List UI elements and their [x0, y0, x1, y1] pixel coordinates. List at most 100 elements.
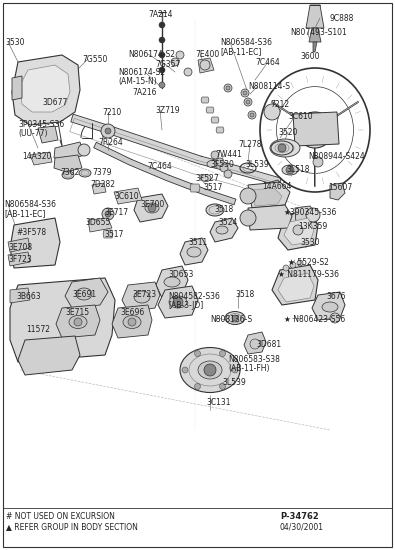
Polygon shape: [134, 194, 168, 222]
Circle shape: [74, 318, 82, 326]
Text: 7C464: 7C464: [147, 162, 172, 171]
Text: 3676: 3676: [326, 292, 346, 301]
Circle shape: [286, 166, 294, 174]
Circle shape: [264, 104, 280, 120]
Text: [AB-11-EC]: [AB-11-EC]: [220, 47, 261, 56]
Polygon shape: [54, 155, 82, 172]
Text: 3F530: 3F530: [210, 160, 234, 169]
Text: 3D681: 3D681: [256, 340, 281, 349]
Circle shape: [102, 208, 114, 220]
Text: N807493-S101: N807493-S101: [290, 28, 347, 37]
Polygon shape: [244, 332, 266, 354]
Text: 14A664: 14A664: [262, 182, 292, 191]
Polygon shape: [158, 286, 198, 318]
Polygon shape: [260, 180, 285, 208]
Circle shape: [330, 313, 340, 323]
Circle shape: [232, 367, 238, 373]
Text: 3D655: 3D655: [85, 218, 110, 227]
Ellipse shape: [145, 203, 159, 213]
Polygon shape: [313, 42, 317, 52]
Ellipse shape: [201, 174, 211, 182]
Text: 7G550: 7G550: [82, 55, 107, 64]
Text: N808944-S424: N808944-S424: [308, 152, 365, 161]
Circle shape: [278, 144, 286, 152]
Text: ★ 5529-S2: ★ 5529-S2: [288, 258, 329, 267]
Circle shape: [240, 210, 256, 226]
Text: N806174-S2: N806174-S2: [128, 50, 175, 59]
Circle shape: [182, 367, 188, 373]
Polygon shape: [10, 288, 30, 303]
Polygon shape: [295, 206, 316, 224]
Polygon shape: [12, 55, 80, 125]
Ellipse shape: [322, 302, 338, 312]
Text: 3P0345-S36: 3P0345-S36: [18, 120, 64, 129]
Ellipse shape: [69, 316, 87, 328]
Polygon shape: [190, 184, 200, 192]
Text: 3524: 3524: [218, 218, 237, 227]
Text: [AB-11-EC]: [AB-11-EC]: [4, 209, 45, 218]
Circle shape: [171, 58, 179, 66]
Text: 3518: 3518: [235, 290, 254, 299]
Text: N806583-S38: N806583-S38: [228, 355, 280, 364]
Polygon shape: [206, 107, 214, 113]
Polygon shape: [92, 183, 106, 194]
Circle shape: [159, 22, 165, 28]
Text: 14A320: 14A320: [22, 152, 51, 161]
Polygon shape: [216, 127, 224, 133]
Polygon shape: [306, 5, 324, 28]
Ellipse shape: [206, 204, 224, 216]
Text: N806584-S36: N806584-S36: [220, 38, 272, 47]
Ellipse shape: [79, 169, 91, 177]
Polygon shape: [71, 114, 281, 186]
Text: 7302: 7302: [60, 168, 79, 177]
Circle shape: [105, 128, 111, 134]
Ellipse shape: [164, 277, 180, 287]
Ellipse shape: [62, 171, 74, 179]
Polygon shape: [252, 188, 282, 206]
Text: 04/30/2001: 04/30/2001: [280, 523, 324, 532]
Text: 3E691: 3E691: [72, 290, 96, 299]
Polygon shape: [12, 76, 22, 100]
Polygon shape: [284, 218, 314, 245]
Text: 7C464: 7C464: [255, 58, 280, 67]
Polygon shape: [330, 183, 345, 200]
Polygon shape: [114, 188, 142, 204]
Circle shape: [211, 151, 219, 159]
Text: 3F723: 3F723: [8, 255, 32, 264]
Text: 3518: 3518: [214, 205, 233, 214]
Text: 3C131: 3C131: [206, 398, 231, 407]
Polygon shape: [18, 336, 80, 375]
Circle shape: [224, 84, 232, 92]
Polygon shape: [30, 152, 52, 165]
Polygon shape: [20, 65, 70, 112]
Circle shape: [226, 86, 230, 90]
Text: ★ N806423-S56: ★ N806423-S56: [284, 315, 345, 324]
Text: 3E700: 3E700: [140, 200, 164, 209]
Text: #3F578: #3F578: [16, 228, 46, 237]
Circle shape: [173, 297, 183, 307]
Text: 3C610: 3C610: [288, 112, 312, 121]
Ellipse shape: [225, 311, 245, 324]
Text: 3D653: 3D653: [168, 270, 194, 279]
Text: 3C610: 3C610: [114, 192, 139, 201]
Text: 3530: 3530: [300, 238, 320, 247]
Polygon shape: [8, 252, 30, 266]
Ellipse shape: [216, 226, 228, 234]
Polygon shape: [8, 238, 30, 252]
Text: 3B663: 3B663: [16, 292, 41, 301]
Polygon shape: [103, 230, 113, 238]
Ellipse shape: [282, 165, 298, 175]
Text: 7D282: 7D282: [90, 180, 115, 189]
Ellipse shape: [271, 141, 293, 155]
Polygon shape: [156, 266, 188, 298]
Polygon shape: [278, 210, 318, 250]
Text: 7210: 7210: [102, 108, 121, 117]
Circle shape: [220, 164, 228, 172]
Text: 7379: 7379: [92, 168, 111, 177]
Polygon shape: [293, 112, 339, 146]
Ellipse shape: [270, 139, 300, 157]
Circle shape: [224, 170, 232, 178]
Circle shape: [159, 82, 165, 88]
Circle shape: [105, 211, 111, 217]
Circle shape: [244, 98, 252, 106]
